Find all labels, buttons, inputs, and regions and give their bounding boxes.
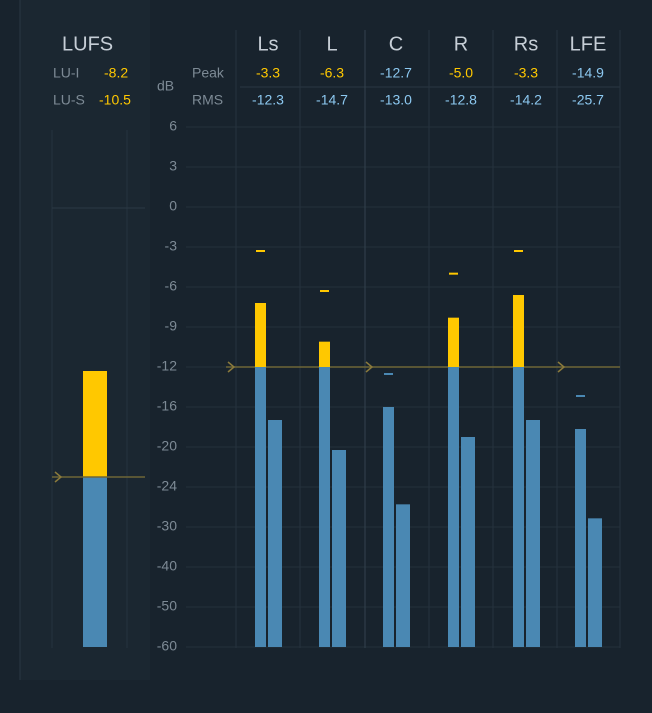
lufs-bar-over <box>83 371 107 477</box>
rms-value: -14.2 <box>510 92 542 108</box>
lufs-bar <box>83 477 107 647</box>
scale-label: -9 <box>165 318 178 334</box>
lu-i-value: -8.2 <box>104 65 128 81</box>
threshold-marker <box>557 361 566 373</box>
peak-value: -12.7 <box>380 65 412 81</box>
rms-label: RMS <box>192 92 223 108</box>
channel-name: LFE <box>570 33 607 55</box>
scale-label: -50 <box>157 598 177 614</box>
peak-value: -3.3 <box>514 65 538 81</box>
scale-label: -20 <box>157 438 177 454</box>
level-bar <box>513 367 524 647</box>
level-bar <box>268 420 282 647</box>
level-bar <box>575 429 586 647</box>
level-bar <box>319 367 330 647</box>
scale-label: -3 <box>165 238 178 254</box>
threshold-marker <box>227 361 236 373</box>
rms-value: -12.8 <box>445 92 477 108</box>
peak-value: -14.9 <box>572 65 604 81</box>
level-bar <box>588 518 602 647</box>
level-bar <box>396 504 410 647</box>
peak-value: -6.3 <box>320 65 344 81</box>
channel-name: L <box>326 33 337 55</box>
level-bar <box>383 407 394 647</box>
threshold-marker <box>54 471 63 483</box>
level-bar <box>526 420 540 647</box>
level-bar <box>461 437 475 647</box>
lufs-title: LUFS <box>62 33 113 55</box>
rms-value: -14.7 <box>316 92 348 108</box>
peak-label: Peak <box>192 65 225 81</box>
level-bar <box>448 367 459 647</box>
scale-label: -60 <box>157 638 177 654</box>
scale-label: -16 <box>157 398 177 414</box>
level-bar <box>332 450 346 647</box>
level-bar-over <box>448 317 459 367</box>
level-bar <box>255 367 266 647</box>
scale-label: -6 <box>165 278 178 294</box>
peak-value: -5.0 <box>449 65 473 81</box>
unit-label: dB <box>157 78 174 94</box>
threshold-marker <box>365 361 374 373</box>
rms-value: -12.3 <box>252 92 284 108</box>
channel-name: Rs <box>514 33 538 55</box>
lu-i-label: LU-I <box>53 65 79 81</box>
channel-name: C <box>389 33 403 55</box>
scale-label: 0 <box>169 198 177 214</box>
scale-label: 3 <box>169 158 177 174</box>
lu-s-value: -10.5 <box>99 92 131 108</box>
channel-name: Ls <box>257 33 278 55</box>
rms-value: -13.0 <box>380 92 412 108</box>
level-bar-over <box>319 341 330 367</box>
level-bar-over <box>513 295 524 367</box>
scale-label: 6 <box>169 118 177 134</box>
scale-label: -24 <box>157 478 177 494</box>
channel-name: R <box>454 33 468 55</box>
lu-s-label: LU-S <box>53 92 85 108</box>
peak-value: -3.3 <box>256 65 280 81</box>
rms-value: -25.7 <box>572 92 604 108</box>
level-bar-over <box>255 303 266 367</box>
scale-label: -30 <box>157 518 177 534</box>
scale-label: -40 <box>157 558 177 574</box>
scale-label: -12 <box>157 358 177 374</box>
